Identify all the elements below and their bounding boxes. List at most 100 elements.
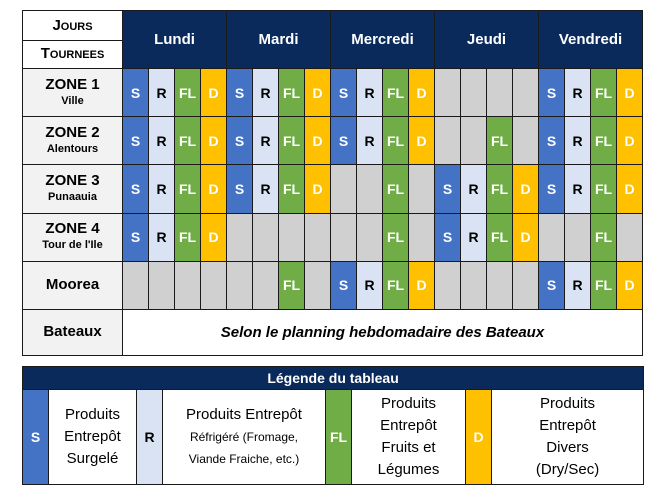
zone-label: ZONE 4 Tour de l'Ile [22, 212, 123, 262]
schedule-cell [486, 260, 513, 310]
legend-line: Entrepôt [380, 417, 437, 434]
schedule-cell: D [408, 260, 435, 310]
schedule-cell [460, 68, 487, 118]
schedule-cell: R [148, 116, 175, 166]
legend-line: Viande Fraiche, etc.) [188, 452, 300, 466]
zone-subtitle: Punaauia [48, 190, 97, 203]
zone-name: ZONE 1 [45, 75, 100, 93]
schedule-cell: FL [174, 164, 201, 214]
schedule-cell: FL [174, 116, 201, 166]
legend-row: S Produits Entrepôt Surgelé R Produits Entrep… [22, 389, 645, 485]
bateaux-label: Bateaux [22, 308, 123, 357]
delivery-schedule-table: Jours Tournees Lundi Mardi Mercredi Jeudi Vend… [22, 9, 643, 357]
legend-line: Divers [546, 439, 589, 456]
legend-line: Surgelé [66, 450, 119, 467]
zone-row: ZONE 4 Tour de l'Ile S R FL D FL S R FL D FL [22, 212, 643, 262]
schedule-cell: S [538, 116, 565, 166]
schedule-cell: FL [590, 68, 617, 118]
schedule-cell: D [200, 116, 227, 166]
legend-line: Produits [540, 395, 596, 412]
schedule-cell: R [148, 68, 175, 118]
schedule-cell [408, 212, 435, 262]
schedule-cell: D [304, 68, 331, 118]
schedule-cell: R [252, 68, 279, 118]
schedule-cell: FL [278, 260, 305, 310]
schedule-cell: S [122, 212, 149, 262]
corner-label-tournees: Tournees [40, 45, 105, 63]
schedule-cell: FL [174, 212, 201, 262]
legend-line: Entrepôt [64, 428, 121, 445]
legend-code-s: S [22, 389, 49, 485]
schedule-cell [486, 68, 513, 118]
schedule-cell: S [226, 116, 253, 166]
schedule-cell: S [330, 260, 357, 310]
schedule-cell: R [564, 116, 591, 166]
schedule-cell: D [512, 212, 539, 262]
schedule-cell: FL [590, 260, 617, 310]
schedule-cell: R [564, 164, 591, 214]
schedule-cell [200, 260, 227, 310]
schedule-cell [512, 68, 539, 118]
schedule-cell [226, 212, 253, 262]
day-header-lundi: Lundi [122, 9, 227, 70]
schedule-cell: R [356, 260, 383, 310]
zone-row: ZONE 1 Ville S R FL D S R FL D S R FL D S R FL D [22, 68, 643, 118]
schedule-cell [330, 212, 357, 262]
schedule-cell [434, 116, 461, 166]
schedule-cell: D [616, 260, 643, 310]
schedule-cell: FL [382, 68, 409, 118]
legend-line: Entrepôt [539, 417, 596, 434]
schedule-cell: S [226, 164, 253, 214]
schedule-cell: S [538, 164, 565, 214]
zone-label: ZONE 1 Ville [22, 68, 123, 118]
zone-name: Moorea [45, 276, 100, 294]
schedule-cell [174, 260, 201, 310]
zone-subtitle: Tour de l'Ile [42, 239, 103, 252]
corner-cell: Jours Tournees [22, 9, 123, 70]
schedule-cell: S [538, 260, 565, 310]
zone-subtitle: Ville [61, 94, 84, 107]
legend-description-s: Produits Entrepôt Surgelé [48, 389, 137, 485]
schedule-cell: S [122, 68, 149, 118]
schedule-cell: R [148, 212, 175, 262]
schedule-cell [616, 212, 643, 262]
legend-code-d: D [465, 389, 492, 485]
schedule-cell: S [434, 164, 461, 214]
schedule-cell [252, 260, 279, 310]
zone-subtitle: Alentours [46, 142, 99, 155]
schedule-cell: D [304, 164, 331, 214]
schedule-cell: FL [382, 164, 409, 214]
schedule-cell: R [564, 260, 591, 310]
schedule-cell [460, 116, 487, 166]
schedule-cell [434, 260, 461, 310]
schedule-cell: S [122, 116, 149, 166]
schedule-cell: FL [486, 116, 513, 166]
legend-header-row: Légende du tableau [21, 366, 645, 390]
legend-description-fl: Produits Entrepôt Fruits et Légumes [351, 389, 466, 485]
zone-row: ZONE 2 Alentours S R FL D S R FL D S R FL D FL S R FL D [22, 116, 643, 166]
schedule-cell: FL [590, 164, 617, 214]
schedule-cell [278, 212, 305, 262]
schedule-cell: S [330, 116, 357, 166]
legend-code-r: R [136, 389, 163, 485]
schedule-cell: S [538, 68, 565, 118]
zone-name: ZONE 4 [45, 220, 100, 238]
schedule-cell [356, 212, 383, 262]
zone-label: ZONE 3 Punaauia [22, 164, 123, 214]
legend-description-d: Produits Entrepôt Divers (Dry/Sec) [490, 389, 645, 485]
legend-line: (Dry/Sec) [535, 461, 600, 478]
schedule-cell: FL [382, 116, 409, 166]
schedule-cell: FL [278, 164, 305, 214]
schedule-cell: R [148, 164, 175, 214]
schedule-cell: R [356, 116, 383, 166]
corner-label-jours: Jours [23, 12, 122, 42]
schedule-cell: FL [590, 116, 617, 166]
legend-description-r: Produits Entrepôt Réfrigéré (Fromage, Vian… [162, 389, 326, 485]
day-header-jeudi: Jeudi [434, 9, 539, 70]
schedule-cell: D [616, 164, 643, 214]
schedule-cell [304, 212, 331, 262]
legend-line: Produits [380, 395, 437, 412]
legend-code-fl: FL [325, 389, 352, 485]
legend-line: Fruits et [381, 439, 436, 456]
schedule-cell [330, 164, 357, 214]
